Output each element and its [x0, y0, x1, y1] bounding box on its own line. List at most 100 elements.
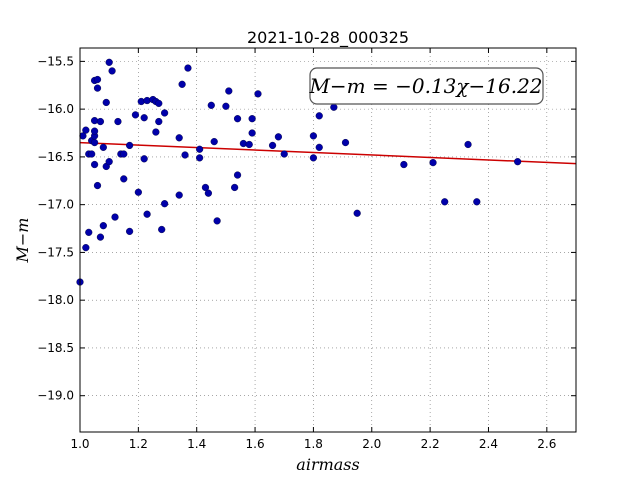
data-point: [134, 188, 142, 196]
data-point: [93, 181, 102, 190]
data-point: [140, 155, 148, 163]
data-point: [155, 99, 163, 108]
data-point: [274, 133, 283, 141]
y-tick-label: −15.5: [37, 54, 74, 68]
y-tick-label: −16.0: [37, 102, 74, 116]
data-point: [330, 103, 338, 111]
data-point: [213, 217, 221, 225]
data-point: [131, 111, 140, 119]
x-axis-label: airmass: [296, 455, 359, 474]
data-point: [111, 213, 119, 221]
data-point: [341, 138, 350, 147]
data-point: [464, 140, 472, 149]
data-point: [99, 222, 107, 230]
fit-annotation: M−m = −0.13χ−16.22: [308, 67, 544, 105]
y-tick-label: −18.0: [37, 293, 74, 307]
x-tick-label: 1.8: [304, 437, 323, 451]
data-point: [231, 183, 239, 192]
data-point: [140, 114, 148, 122]
data-point: [233, 115, 242, 123]
data-point: [82, 126, 90, 134]
data-point: [90, 160, 99, 169]
y-tick-label: −19.0: [37, 389, 74, 403]
data-point: [161, 109, 169, 117]
data-point: [143, 210, 151, 218]
x-tick-label: 1.2: [129, 437, 148, 451]
y-tick-label: −16.5: [37, 150, 74, 164]
y-tick-label: −17.5: [37, 245, 74, 259]
y-tick-label: −18.5: [37, 341, 74, 355]
data-point: [248, 129, 256, 137]
fit-line: [79, 141, 577, 165]
x-tick-label: 1.4: [187, 437, 206, 451]
data-point: [309, 132, 318, 140]
data-point: [473, 198, 481, 206]
data-point: [181, 151, 189, 159]
data-point: [429, 159, 437, 167]
x-tick-label: 2.4: [479, 437, 498, 451]
data-point: [222, 102, 230, 110]
data-point: [96, 233, 105, 241]
data-point: [158, 225, 166, 234]
data-point: [254, 90, 262, 98]
data-point: [105, 158, 113, 166]
data-point: [248, 115, 256, 123]
data-point: [201, 183, 210, 192]
data-point: [315, 112, 323, 120]
data-points: [76, 58, 522, 286]
annotation-box: [309, 67, 544, 105]
data-point: [85, 228, 93, 236]
data-point: [105, 58, 113, 66]
data-point: [353, 209, 361, 217]
axis-ticks: 1.0 1.2 1.4 1.6 1.8 2.0 2.2 2.4 2.6 −15.5 −16.0 −16…: [37, 48, 576, 451]
data-point: [268, 141, 277, 150]
x-tick-label: 2.2: [421, 437, 440, 451]
y-axis-label: M−m: [13, 218, 32, 264]
data-point: [96, 117, 105, 126]
data-point: [175, 134, 183, 142]
data-point: [315, 143, 323, 151]
annotation-text: M−m = −0.13χ−16.22: [308, 74, 542, 98]
x-tick-label: 2.0: [362, 437, 381, 451]
chart-title: 2021-10-28_000325: [247, 28, 409, 48]
data-point: [441, 198, 449, 206]
data-point: [196, 154, 204, 162]
data-point: [126, 227, 134, 236]
data-point: [93, 84, 102, 92]
data-point: [152, 128, 160, 136]
data-point: [82, 244, 90, 252]
data-point: [245, 140, 253, 149]
y-tick-label: −17.0: [37, 198, 74, 212]
data-point: [309, 154, 318, 162]
data-point: [99, 143, 107, 151]
data-point: [175, 191, 183, 199]
data-point: [178, 80, 186, 88]
data-point: [400, 160, 408, 169]
data-point: [207, 101, 215, 109]
data-point: [114, 117, 122, 126]
data-point: [90, 138, 99, 147]
data-point: [120, 150, 128, 158]
grid: [79, 48, 576, 432]
x-tick-label: 1.0: [70, 437, 89, 451]
data-point: [126, 141, 134, 150]
data-point: [233, 171, 242, 179]
data-point: [210, 138, 218, 146]
data-point: [155, 117, 163, 126]
data-point: [280, 150, 288, 158]
data-point: [184, 64, 192, 72]
data-point: [225, 87, 233, 95]
data-point: [108, 67, 116, 75]
data-point: [88, 150, 96, 158]
data-point: [204, 189, 212, 197]
plot-frame: [79, 47, 577, 433]
x-tick-label: 1.6: [246, 437, 265, 451]
data-point: [120, 175, 128, 183]
data-point: [102, 98, 110, 107]
data-point: [196, 145, 204, 153]
data-point: [90, 127, 99, 135]
data-point: [514, 158, 522, 166]
data-point: [93, 75, 102, 84]
fit-line-layer: [79, 141, 577, 165]
